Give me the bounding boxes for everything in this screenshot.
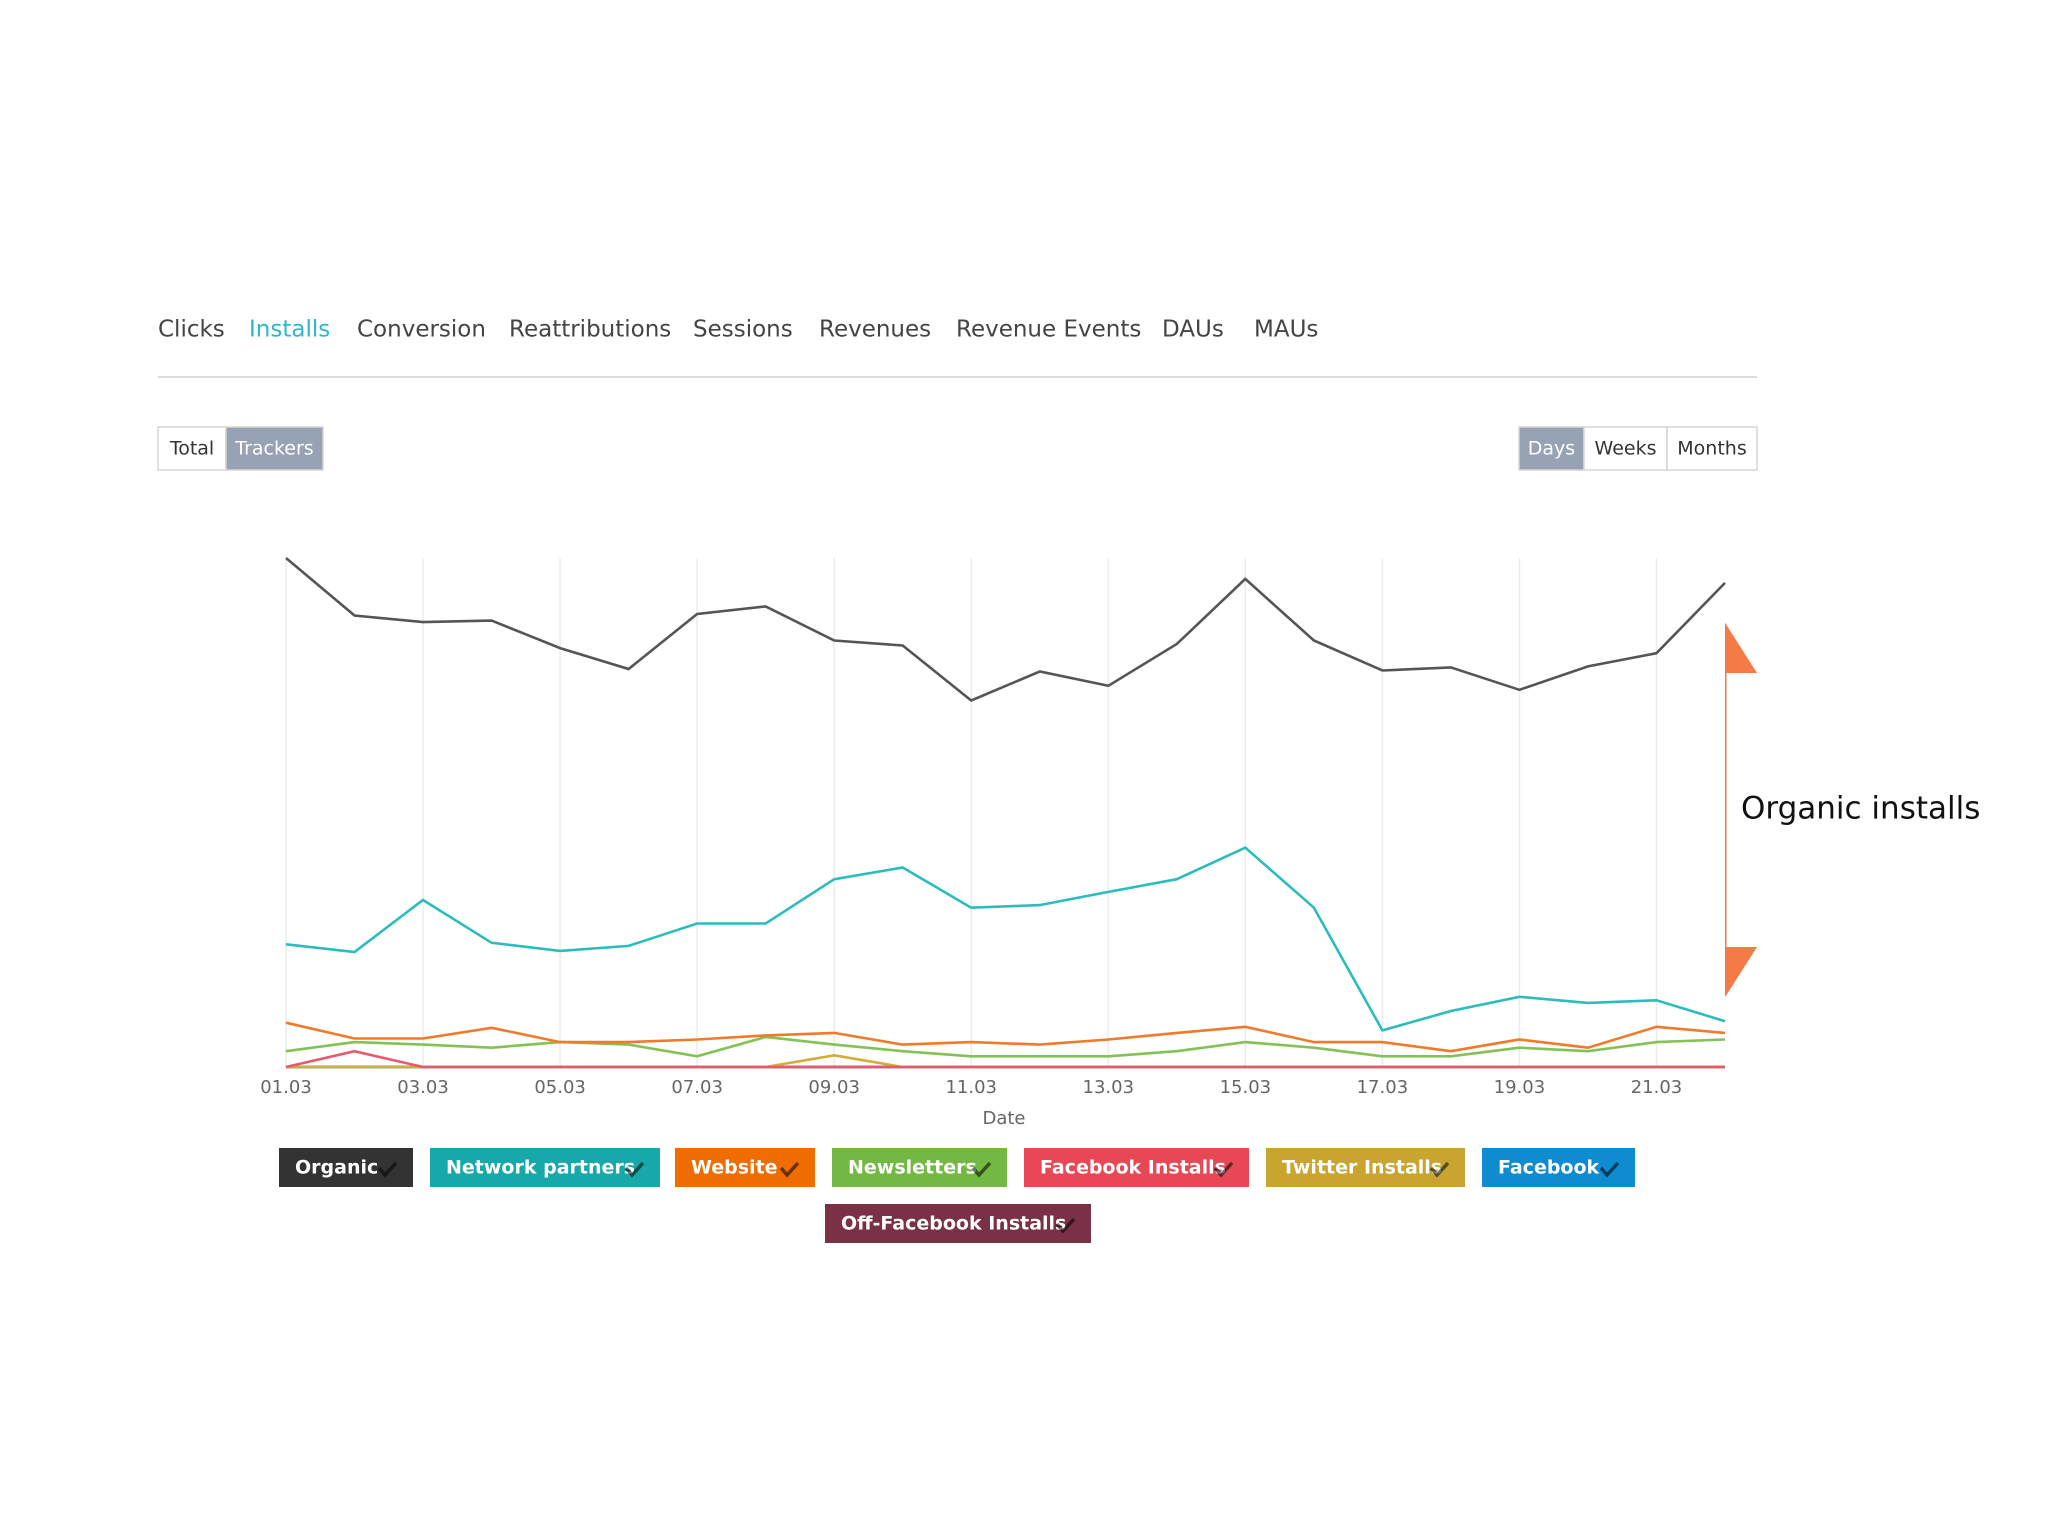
series-line: [285, 1035, 1726, 1058]
legend-label: Off-Facebook Installs: [841, 1213, 1066, 1235]
legend-item[interactable]: Website: [675, 1148, 815, 1187]
legend-check: [1055, 1217, 1076, 1234]
nav-tab[interactable]: Conversion: [357, 317, 486, 343]
button-bg: [1518, 426, 1585, 471]
button-bg: [1583, 426, 1668, 471]
legend-swatch: [825, 1204, 1091, 1243]
nav-tab[interactable]: Installs: [249, 317, 330, 343]
toggle-button[interactable]: Days: [1518, 426, 1585, 471]
button-label: Trackers: [234, 438, 313, 460]
series-line: [285, 846, 1726, 1032]
button-label: Total: [169, 438, 214, 460]
legend-check: [1429, 1161, 1450, 1178]
nav-tab[interactable]: Clicks: [158, 317, 225, 343]
x-tick-label: 09.03: [808, 1077, 860, 1098]
button-bg: [1666, 426, 1758, 471]
nav-tab[interactable]: DAUs: [1162, 317, 1224, 343]
x-tick-label: 05.03: [534, 1077, 586, 1098]
legend-item[interactable]: Network partners: [430, 1148, 660, 1187]
plot-area: [286, 558, 1725, 1067]
legend-swatch: [1024, 1148, 1249, 1187]
legend-swatch: [832, 1148, 1007, 1187]
x-tick-label: 11.03: [945, 1077, 997, 1098]
legend-label: Facebook: [1498, 1157, 1600, 1179]
x-tick-label: 13.03: [1083, 1077, 1135, 1098]
legend-check: [1599, 1161, 1620, 1178]
nav-tab[interactable]: Revenues: [819, 317, 931, 343]
nav-tab[interactable]: Revenue Events: [956, 317, 1141, 343]
toggle-button[interactable]: Trackers: [225, 426, 324, 471]
toggle-button[interactable]: Total: [157, 426, 227, 471]
button-label: Days: [1528, 438, 1575, 460]
legend-check: [377, 1161, 398, 1178]
legend-label: Newsletters: [848, 1157, 977, 1179]
legend-check: [971, 1161, 992, 1178]
toggle-button[interactable]: Months: [1666, 426, 1758, 471]
legend-label: Organic: [295, 1157, 378, 1179]
legend-item[interactable]: Newsletters: [832, 1148, 1007, 1187]
legend-label: Facebook Installs: [1040, 1157, 1226, 1179]
series-line: [285, 1049, 1725, 1069]
button-label: Months: [1677, 438, 1746, 460]
x-axis-label: Date: [982, 1108, 1025, 1129]
x-tick-label: 01.03: [260, 1077, 312, 1098]
legend-label: Website: [691, 1157, 778, 1179]
legend-item[interactable]: Organic: [279, 1148, 413, 1187]
x-tick-label: 15.03: [1220, 1077, 1272, 1098]
series-line: [285, 1021, 1726, 1053]
nav-tab[interactable]: Sessions: [693, 317, 793, 343]
x-tick-label: 19.03: [1494, 1077, 1546, 1098]
x-tick-label: 17.03: [1357, 1077, 1409, 1098]
series-line: [285, 557, 1726, 702]
legend-label: Network partners: [446, 1157, 635, 1179]
legend-item[interactable]: Twitter Installs: [1266, 1148, 1465, 1187]
legend-check: [779, 1161, 800, 1178]
button-bg: [225, 426, 324, 471]
legend-check: [1213, 1161, 1234, 1178]
legend-swatch: [1482, 1148, 1635, 1187]
legend-item[interactable]: Facebook Installs: [1024, 1148, 1249, 1187]
legend-item[interactable]: Facebook: [1482, 1148, 1635, 1187]
legend-item[interactable]: Off-Facebook Installs: [825, 1204, 1091, 1243]
button-label: Weeks: [1595, 438, 1657, 460]
nav-tab[interactable]: Reattributions: [509, 317, 671, 343]
x-tick-label: 07.03: [671, 1077, 723, 1098]
legend-label: Twitter Installs: [1282, 1157, 1442, 1179]
legend-swatch: [430, 1148, 660, 1187]
toggle-button[interactable]: Weeks: [1583, 426, 1668, 471]
annotation: Organic installs: [1741, 791, 1980, 827]
legend-check: [624, 1161, 645, 1178]
x-tick-label: 03.03: [397, 1077, 449, 1098]
x-tick-label: 21.03: [1631, 1077, 1683, 1098]
nav-tab[interactable]: MAUs: [1254, 317, 1318, 343]
button-bg: [157, 426, 227, 471]
